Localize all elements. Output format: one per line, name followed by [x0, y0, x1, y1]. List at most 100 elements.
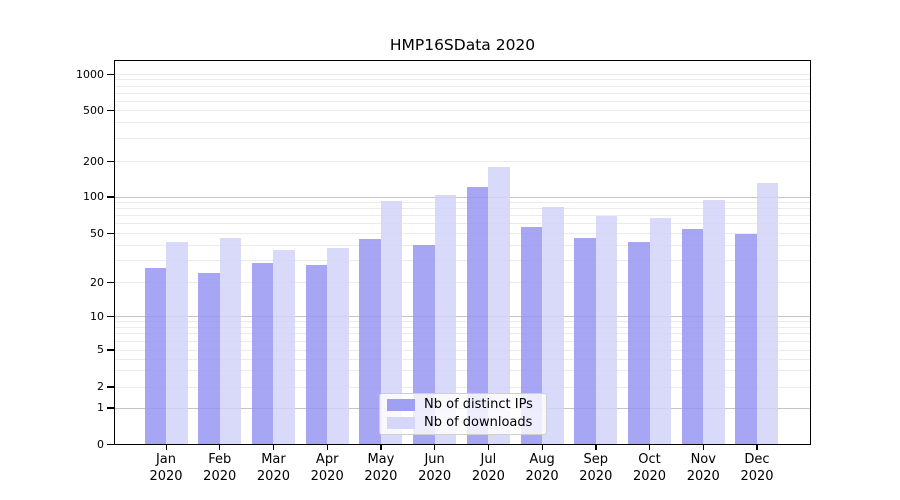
legend-label-distinct-ips: Nb of distinct IPs: [424, 397, 533, 412]
x-tick-label-aug: Aug 2020: [510, 452, 574, 485]
gridline-minor: [115, 74, 810, 75]
legend-label-downloads: Nb of downloads: [424, 415, 533, 430]
x-tick: [219, 445, 221, 450]
gridline-minor: [115, 233, 810, 234]
gridline-minor: [115, 208, 810, 210]
y-tick-label: 5: [97, 343, 104, 356]
y-tick: [107, 73, 114, 76]
gridline-minor: [115, 202, 810, 204]
x-tick-label-jul: Jul 2020: [456, 452, 520, 485]
bar-downloads-oct: [649, 218, 672, 445]
y-tick: [107, 386, 114, 388]
x-tick-month: Nov: [690, 452, 716, 467]
gridline-minor: [115, 321, 810, 323]
x-tick-label-jan: Jan 2020: [134, 452, 198, 485]
x-tick-year: 2020: [471, 468, 505, 484]
x-tick: [380, 445, 382, 450]
x-tick-year: 2020: [632, 468, 667, 484]
y-tick: [107, 232, 114, 235]
gridline-minor: [115, 122, 810, 124]
x-tick-year: 2020: [256, 468, 290, 484]
y-tick-label: 2: [97, 380, 104, 393]
bar-downloads-sep: [595, 215, 618, 445]
gridline-minor: [115, 244, 810, 246]
gridline-minor: [115, 223, 810, 225]
y-tick-label: 200: [83, 154, 104, 168]
y-tick: [107, 196, 114, 198]
y-tick-label: 500: [83, 103, 104, 117]
bar-distinct-ips-aug: [520, 226, 543, 445]
gridline-minor: [115, 349, 810, 351]
gridline-minor: [115, 333, 810, 335]
bar-downloads-mar: [273, 249, 295, 445]
y-tick-label: 0: [97, 437, 104, 451]
gridline-minor: [115, 110, 810, 111]
x-tick-month: Feb: [208, 452, 232, 467]
x-tick-month: Dec: [744, 452, 770, 467]
bar-downloads-jan: [166, 241, 188, 445]
x-tick-month: May: [367, 452, 395, 467]
x-tick: [487, 445, 490, 450]
x-tick-year: 2020: [686, 468, 720, 484]
bar-downloads-may: [380, 201, 403, 445]
y-tick-label: 50: [90, 226, 104, 240]
bar-distinct-ips-jul: [466, 186, 489, 445]
x-tick-label-nov: Nov 2020: [671, 452, 735, 485]
x-tick-year: 2020: [418, 468, 452, 484]
y-tick: [107, 443, 114, 446]
bar-downloads-jul: [488, 166, 510, 445]
gridline-minor: [115, 386, 810, 388]
gridline-minor: [115, 282, 810, 283]
bar-downloads-aug: [542, 207, 564, 445]
gridline-minor: [115, 100, 810, 102]
y-tick: [107, 281, 114, 284]
x-tick-month: Aug: [529, 452, 555, 467]
bar-downloads-dec: [756, 182, 779, 445]
legend-swatch-downloads: [387, 416, 415, 429]
bar-distinct-ips-dec: [735, 233, 757, 445]
gridline-minor: [115, 85, 810, 87]
legend-item-distinct-ips: Nb of distinct IPs: [387, 397, 546, 412]
gridline-major: [115, 196, 810, 198]
legend: Nb of distinct IPs Nb of downloads: [379, 392, 547, 435]
gridline-minor: [115, 161, 810, 162]
gridline-minor: [115, 358, 810, 360]
x-tick-label-may: May 2020: [349, 452, 413, 485]
y-tick-label: 10: [90, 309, 104, 323]
bar-distinct-ips-apr: [305, 264, 328, 445]
bar-distinct-ips-jan: [144, 268, 166, 445]
chart-title: HMP16SData 2020: [389, 36, 536, 54]
x-tick-year: 2020: [364, 468, 398, 484]
x-tick-label-dec: Dec 2020: [725, 452, 789, 485]
x-tick: [541, 445, 543, 450]
gridline-minor: [115, 138, 810, 140]
x-tick: [165, 445, 167, 450]
y-tick-label: 1: [97, 401, 104, 414]
x-tick-label-apr: Apr 2020: [295, 452, 359, 485]
x-tick-month: Jul: [480, 452, 497, 467]
x-tick: [649, 445, 651, 450]
bar-downloads-feb: [219, 237, 242, 445]
y-tick-label: 100: [83, 190, 104, 203]
y-tick: [107, 160, 114, 163]
gridline-minor: [115, 79, 810, 81]
bar-distinct-ips-may: [359, 239, 381, 445]
legend-item-downloads: Nb of downloads: [387, 415, 546, 430]
x-tick-label-mar: Mar 2020: [241, 452, 305, 485]
y-tick-label: 1000: [76, 67, 104, 81]
x-tick-year: 2020: [579, 468, 613, 484]
bar-distinct-ips-feb: [198, 272, 220, 445]
bar-distinct-ips-oct: [628, 241, 650, 445]
x-tick-label-feb: Feb 2020: [188, 452, 252, 485]
x-tick: [702, 445, 704, 450]
y-tick: [107, 315, 114, 318]
gridline-minor: [115, 260, 810, 262]
x-tick: [595, 445, 597, 450]
x-tick-label-oct: Oct 2020: [618, 452, 682, 485]
gridline-major: [115, 316, 810, 317]
bar-downloads-apr: [327, 248, 349, 445]
y-tick: [107, 349, 114, 351]
x-tick-month: Sep: [583, 452, 609, 467]
gridline-minor: [115, 340, 810, 342]
x-tick-month: Mar: [261, 452, 286, 467]
